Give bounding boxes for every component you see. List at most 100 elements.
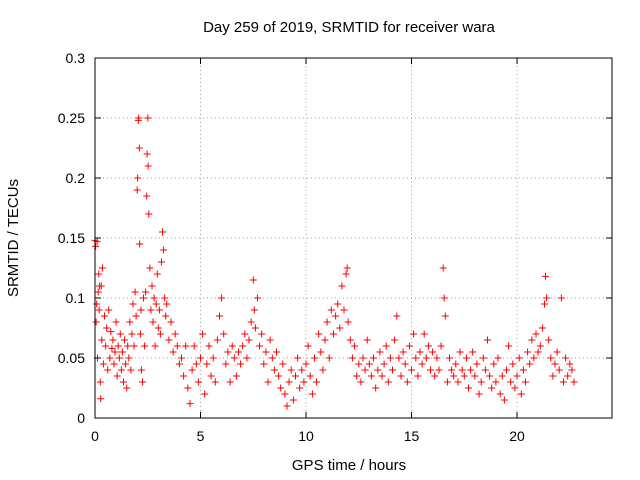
- data-point: [123, 384, 131, 392]
- data-point: [144, 114, 152, 122]
- y-tick-label: 0.15: [58, 230, 85, 246]
- data-point: [147, 306, 155, 314]
- data-point: [481, 366, 489, 374]
- data-point: [486, 372, 494, 380]
- data-point: [292, 372, 299, 380]
- x-tick-label: 10: [298, 428, 314, 444]
- data-point: [137, 306, 145, 314]
- data-point: [553, 348, 561, 356]
- data-point: [346, 336, 354, 344]
- data-point: [101, 312, 108, 320]
- data-point: [222, 360, 230, 368]
- data-point: [154, 324, 162, 332]
- data-point: [232, 372, 240, 380]
- data-point: [547, 354, 555, 362]
- data-point: [551, 360, 559, 368]
- data-point: [113, 372, 121, 380]
- y-tick-label: 0.05: [58, 350, 85, 366]
- data-point: [108, 344, 116, 352]
- data-point: [92, 242, 100, 250]
- data-point: [471, 372, 479, 380]
- data-point: [211, 378, 219, 386]
- x-tick-label: 15: [404, 428, 420, 444]
- data-point: [564, 372, 572, 380]
- data-point: [279, 360, 287, 368]
- data-point: [254, 294, 261, 302]
- data-point: [460, 372, 468, 380]
- data-point: [150, 294, 158, 302]
- data-point: [336, 324, 344, 332]
- data-point: [465, 384, 472, 392]
- data-point: [266, 336, 274, 344]
- data-point: [213, 336, 221, 344]
- data-point: [566, 360, 574, 368]
- data-point: [389, 366, 396, 374]
- data-point: [560, 378, 567, 386]
- data-point: [136, 330, 144, 338]
- data-point: [241, 330, 249, 338]
- data-point: [134, 174, 142, 182]
- data-point: [199, 330, 207, 338]
- data-point: [420, 330, 428, 338]
- data-point: [348, 354, 356, 362]
- data-point: [475, 390, 483, 398]
- data-point: [500, 396, 508, 404]
- data-point: [243, 354, 251, 362]
- data-point: [543, 294, 551, 302]
- data-point: [110, 360, 118, 368]
- data-point: [171, 330, 179, 338]
- data-point: [306, 372, 314, 380]
- data-point: [538, 324, 546, 332]
- data-point: [524, 348, 532, 356]
- data-point: [355, 360, 363, 368]
- data-point: [498, 372, 506, 380]
- data-point: [135, 114, 143, 122]
- data-point: [173, 342, 181, 350]
- data-point: [281, 390, 289, 398]
- data-point: [111, 348, 119, 356]
- data-point: [94, 288, 102, 296]
- data-point: [128, 330, 136, 338]
- data-point: [446, 354, 453, 362]
- data-point: [175, 360, 183, 368]
- x-axis-label: GPS time / hours: [292, 457, 406, 474]
- data-point: [137, 366, 145, 374]
- data-point: [338, 282, 346, 290]
- data-point: [97, 395, 105, 403]
- data-point: [235, 348, 242, 356]
- data-point: [456, 348, 464, 356]
- data-point: [545, 336, 553, 344]
- data-point: [152, 300, 160, 308]
- data-point: [126, 318, 134, 326]
- data-point: [116, 330, 124, 338]
- data-point: [515, 354, 523, 362]
- data-point: [102, 342, 110, 350]
- y-tick-label: 0: [77, 410, 85, 426]
- data-point: [365, 360, 373, 368]
- data-point: [133, 186, 141, 194]
- data-point: [106, 354, 114, 362]
- data-point: [433, 354, 441, 362]
- data-point: [340, 306, 348, 314]
- data-point: [109, 336, 117, 344]
- data-point: [380, 360, 388, 368]
- data-point: [264, 378, 272, 386]
- data-point: [315, 330, 323, 338]
- y-tick-label: 0.3: [66, 50, 86, 66]
- data-point: [268, 354, 276, 362]
- data-point: [156, 330, 164, 338]
- data-point: [98, 336, 106, 344]
- axis-ticks: [94, 57, 612, 419]
- data-point: [357, 378, 365, 386]
- data-point: [162, 312, 170, 320]
- data-point: [129, 300, 137, 308]
- data-point: [330, 330, 337, 338]
- data-point: [139, 378, 146, 386]
- chart-title: Day 259 of 2019, SRMTID for receiver war…: [203, 19, 495, 36]
- data-point: [103, 324, 111, 332]
- data-point: [273, 348, 280, 356]
- data-point: [568, 366, 576, 374]
- data-point: [180, 372, 188, 380]
- data-point: [302, 360, 310, 368]
- data-point: [397, 372, 405, 380]
